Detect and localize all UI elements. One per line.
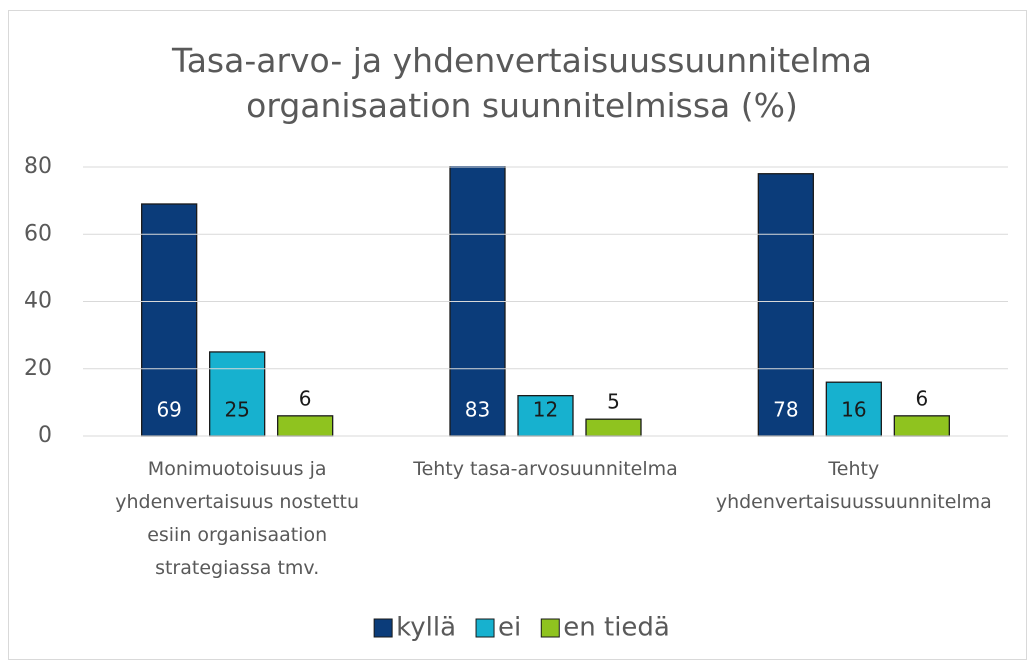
legend-label: kyllä — [396, 613, 456, 643]
y-tick-label: 0 — [38, 423, 52, 448]
legend-swatch — [373, 618, 393, 638]
y-tick-label: 20 — [24, 356, 52, 381]
legend-swatch — [475, 618, 495, 638]
y-tick-label: 80 — [24, 154, 52, 179]
x-label-box: Monimuotoisuus ja yhdenvertaisuus nostet… — [115, 458, 360, 579]
bar — [757, 173, 814, 437]
data-label: 25 — [224, 398, 249, 422]
bar — [449, 166, 506, 437]
chart-title: Tasa-arvo- ja yhdenvertaisuussuunnitelma… — [172, 41, 872, 125]
data-label: 69 — [156, 398, 181, 422]
legend-label: en tiedä — [563, 613, 670, 643]
bar — [585, 418, 642, 437]
data-label: 5 — [607, 390, 620, 414]
x-tick-label: Tehty tasa-arvosuunnitelma — [413, 458, 678, 480]
x-tick-label: Monimuotoisuus ja yhdenvertaisuus nostet… — [115, 458, 360, 579]
x-tick-label: Tehty yhdenvertaisuussuunnitelma — [715, 458, 992, 513]
y-tick-label: 40 — [24, 289, 52, 314]
data-label: 6 — [915, 386, 928, 410]
bar — [209, 351, 266, 437]
data-label: 83 — [465, 398, 490, 422]
data-label: 16 — [841, 398, 866, 422]
bar — [893, 415, 950, 437]
legend-label: ei — [498, 613, 521, 643]
data-label: 6 — [299, 386, 312, 410]
x-label-box: Tehty tasa-arvosuunnitelma — [413, 458, 678, 480]
title-box: Tasa-arvo- ja yhdenvertaisuussuunnitelma… — [172, 41, 872, 125]
data-label: 78 — [773, 398, 798, 422]
bar — [141, 203, 198, 437]
y-tick-label: 60 — [24, 221, 52, 246]
legend-swatch — [540, 618, 560, 638]
bar — [277, 415, 334, 437]
data-label: 12 — [533, 398, 558, 422]
x-label-box: Tehty yhdenvertaisuussuunnitelma — [715, 458, 992, 513]
